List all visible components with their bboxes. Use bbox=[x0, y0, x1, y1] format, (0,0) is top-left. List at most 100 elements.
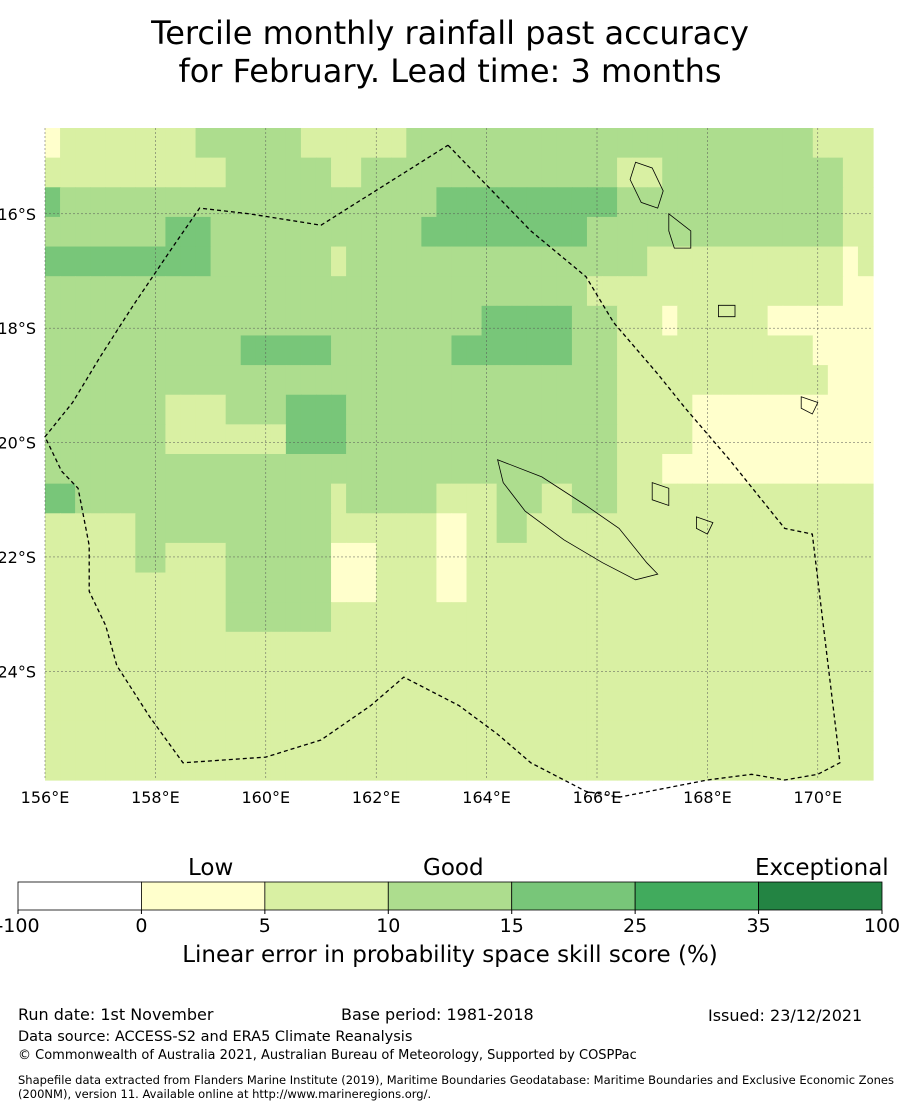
grid-cell bbox=[812, 513, 829, 544]
grid-cell bbox=[857, 572, 874, 603]
grid-cell bbox=[511, 276, 528, 307]
grid-cell bbox=[632, 276, 648, 307]
grid-cell bbox=[526, 335, 543, 366]
grid-cell bbox=[782, 187, 799, 218]
grid-cell bbox=[406, 187, 422, 218]
grid-cell bbox=[812, 335, 829, 366]
grid-cell bbox=[647, 691, 663, 722]
grid-cell bbox=[812, 216, 829, 248]
grid-cell bbox=[481, 691, 498, 722]
grid-cell bbox=[451, 602, 468, 633]
grid-cell bbox=[752, 394, 769, 425]
grid-cell bbox=[451, 394, 468, 425]
grid-cell bbox=[346, 335, 362, 366]
longitude-label: 164°E bbox=[462, 788, 511, 807]
grid-cell bbox=[105, 394, 121, 425]
grid-cell bbox=[165, 246, 182, 277]
grid-cell bbox=[692, 483, 708, 514]
grid-cell bbox=[150, 246, 167, 277]
grid-cell bbox=[662, 335, 678, 366]
grid-cell bbox=[45, 424, 61, 455]
grid-cell bbox=[240, 335, 257, 366]
grid-cell bbox=[632, 216, 648, 248]
grid-cell bbox=[481, 483, 498, 514]
grid-cell bbox=[481, 128, 498, 159]
grid-cell bbox=[632, 128, 648, 159]
grid-cell bbox=[737, 631, 754, 663]
grid-cell bbox=[571, 276, 588, 307]
grid-cell bbox=[75, 542, 91, 574]
grid-cell bbox=[165, 335, 182, 366]
grid-cell bbox=[210, 128, 227, 159]
grid-cell bbox=[632, 483, 648, 514]
grid-cell bbox=[632, 572, 648, 603]
grid-cell bbox=[782, 720, 799, 751]
grid-cell bbox=[180, 187, 197, 218]
grid-cell bbox=[75, 157, 91, 188]
grid-cell bbox=[511, 572, 528, 603]
grid-cell bbox=[270, 128, 287, 159]
grid-cell bbox=[797, 128, 814, 159]
grid-cell bbox=[782, 335, 799, 366]
grid-cell bbox=[300, 454, 317, 485]
grid-cell bbox=[496, 483, 513, 514]
grid-cell bbox=[496, 305, 513, 337]
grid-cell bbox=[812, 602, 829, 633]
grid-cell bbox=[255, 750, 272, 781]
grid-cell bbox=[827, 365, 844, 396]
grid-cell bbox=[451, 157, 468, 188]
grid-cell bbox=[571, 661, 588, 692]
grid-cell bbox=[586, 157, 603, 188]
grid-cell bbox=[571, 631, 588, 663]
grid-cell bbox=[737, 128, 754, 159]
grid-cell bbox=[90, 454, 106, 485]
grid-cell bbox=[165, 365, 182, 396]
grid-cell bbox=[466, 424, 483, 455]
grid-cell bbox=[707, 276, 724, 307]
grid-cell bbox=[586, 454, 603, 485]
grid-cell bbox=[331, 750, 347, 781]
island-outline bbox=[800, 396, 819, 415]
grid-cell bbox=[105, 157, 121, 188]
grid-cell bbox=[496, 216, 513, 248]
grid-cell bbox=[541, 424, 558, 455]
grid-cell bbox=[225, 631, 242, 663]
grid-cell bbox=[617, 276, 633, 307]
grid-cell bbox=[105, 305, 121, 337]
island-outline bbox=[668, 212, 692, 249]
grid-cell bbox=[827, 631, 844, 663]
grid-cell bbox=[496, 246, 513, 277]
grid-cell bbox=[361, 424, 377, 455]
grid-cell bbox=[481, 157, 498, 188]
grid-cell bbox=[75, 394, 91, 425]
grid-cell bbox=[617, 513, 633, 544]
grid-cell bbox=[857, 335, 874, 366]
grid-cell bbox=[617, 394, 633, 425]
grid-cell bbox=[481, 572, 498, 603]
grid-cell bbox=[135, 305, 151, 337]
colorbar-swatch bbox=[387, 881, 513, 911]
base-period: Base period: 1981-2018 bbox=[341, 1005, 534, 1024]
grid-cell bbox=[466, 720, 483, 751]
grid-cell bbox=[466, 276, 483, 307]
grid-cell bbox=[511, 483, 528, 514]
grid-cell bbox=[556, 454, 573, 485]
grid-cell bbox=[436, 365, 453, 396]
grid-cell bbox=[556, 661, 573, 692]
grid-cell bbox=[481, 424, 498, 455]
grid-cell bbox=[180, 335, 197, 366]
grid-cell bbox=[346, 246, 362, 277]
grid-cell bbox=[210, 572, 227, 603]
grid-cell bbox=[135, 454, 151, 485]
island-outline bbox=[497, 459, 659, 581]
grid-cell bbox=[285, 246, 302, 277]
grid-cell bbox=[602, 246, 618, 277]
grid-cell bbox=[90, 216, 106, 248]
grid-cell bbox=[270, 365, 287, 396]
grid-cell bbox=[255, 216, 272, 248]
grid-cell bbox=[842, 602, 859, 633]
grid-cell bbox=[270, 513, 287, 544]
grid-cell bbox=[767, 216, 784, 248]
grid-cell bbox=[451, 276, 468, 307]
grid-cell bbox=[376, 691, 392, 722]
